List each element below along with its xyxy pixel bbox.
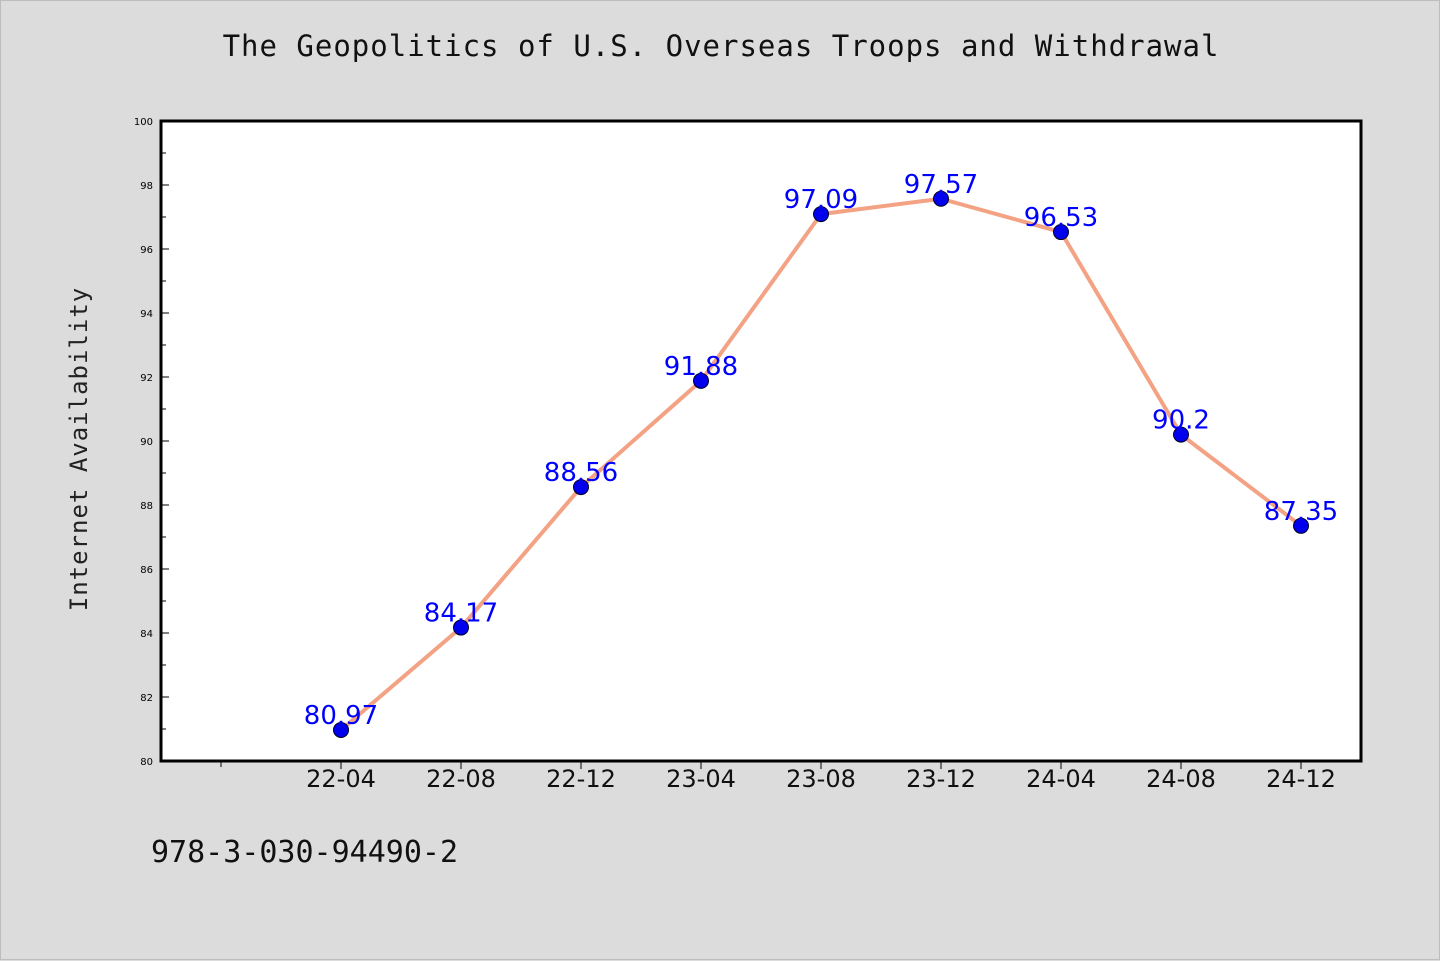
- data-label: 87.35: [1264, 497, 1338, 527]
- y-tick-label: 98: [140, 181, 153, 192]
- data-label: 90.2: [1152, 406, 1210, 436]
- data-point: [1293, 517, 1309, 534]
- data-point: [333, 721, 349, 738]
- y-tick-label: 86: [140, 565, 153, 576]
- y-tick-label: 88: [140, 501, 153, 512]
- data-point: [1053, 224, 1069, 241]
- x-tick-label: 22-12: [546, 765, 616, 793]
- y-tick-label: 90: [140, 437, 153, 448]
- plot-area: [159, 119, 1363, 763]
- x-tick-label: 24-12: [1266, 765, 1336, 793]
- y-tick-label: 100: [134, 117, 153, 128]
- data-label: 84.17: [424, 599, 498, 629]
- footer-code: 978-3-030-94490-2: [151, 835, 459, 870]
- data-label: 97.57: [904, 170, 978, 200]
- y-tick-label: 80: [140, 757, 153, 768]
- x-tick-label: 23-08: [786, 765, 856, 793]
- y-tick-label: 96: [140, 245, 153, 256]
- x-tick-label: 23-12: [906, 765, 976, 793]
- y-tick-label: 92: [140, 373, 153, 384]
- y-tick-label: 82: [140, 693, 153, 704]
- data-point: [453, 619, 469, 636]
- data-point: [693, 372, 709, 389]
- x-tick-label: 22-08: [426, 765, 496, 793]
- data-label: 88.56: [544, 458, 618, 488]
- data-label: 96.53: [1024, 203, 1098, 233]
- x-tick-label: 23-04: [666, 765, 736, 793]
- x-tick-label: 22-04: [306, 765, 376, 793]
- data-label: 80.97: [304, 701, 378, 731]
- x-tick-label: 24-08: [1146, 765, 1216, 793]
- data-point: [933, 190, 949, 207]
- y-tick-label: 84: [140, 629, 153, 640]
- data-point: [1173, 426, 1189, 443]
- data-label: 97.09: [784, 185, 858, 215]
- data-label: 91.88: [664, 352, 738, 382]
- data-point: [573, 479, 589, 496]
- y-tick-label: 94: [140, 309, 153, 320]
- x-tick-label: 24-04: [1026, 765, 1096, 793]
- chart-title: The Geopolitics of U.S. Overseas Troops …: [222, 29, 1220, 63]
- data-point: [813, 206, 829, 223]
